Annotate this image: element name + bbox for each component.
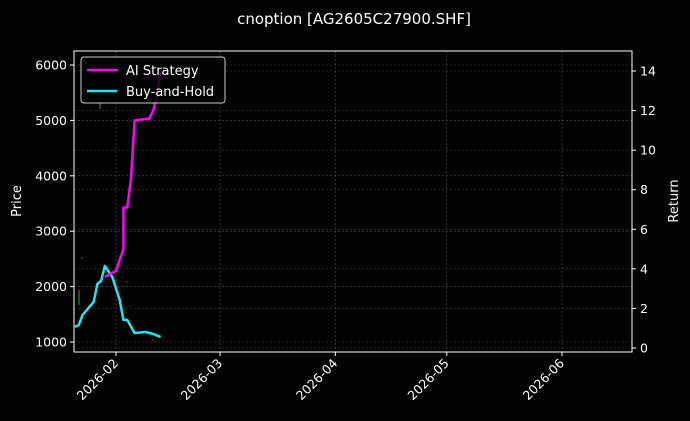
y-tick-label: 5000 [35, 113, 67, 128]
y2-tick-label: 6 [640, 222, 648, 237]
y2-tick-label: 14 [640, 64, 656, 79]
legend-label-ai-strategy: AI Strategy [126, 64, 199, 79]
y2-tick-label: 4 [640, 261, 648, 276]
y-tick-label: 1000 [35, 335, 67, 350]
plot-frame [73, 50, 633, 353]
price-candles [78, 103, 154, 341]
series-buy-and-hold [74, 264, 162, 339]
y-tick-label: 6000 [35, 58, 67, 73]
x-tick-label: 2026-02 [74, 356, 122, 404]
y-tick-label: 4000 [35, 168, 67, 183]
grid-lines [74, 51, 632, 352]
price-axis: 1000 2000 3000 4000 5000 6000 [35, 58, 74, 350]
y2-tick-label: 12 [640, 103, 656, 118]
chart-title: cnoption [AG2605C27900.SHF] [237, 10, 471, 28]
y-axis-label: Price [10, 185, 25, 217]
x-tick-label: 2026-06 [520, 355, 568, 403]
y2-tick-label: 2 [640, 301, 648, 316]
legend-label-buy-and-hold: Buy-and-Hold [126, 85, 214, 100]
legend: AI Strategy Buy-and-Hold [80, 56, 226, 104]
return-axis: 0 2 4 6 8 10 12 14 [632, 64, 656, 356]
y2-tick-label: 10 [640, 143, 656, 158]
y-tick-label: 2000 [35, 279, 67, 294]
x-tick-label: 2026-04 [293, 355, 341, 403]
series-ai-strategy [104, 70, 162, 278]
x-tick-label: 2026-03 [178, 356, 226, 404]
y2-tick-label: 8 [640, 182, 648, 197]
x-tick-label: 2026-05 [404, 356, 452, 404]
y-tick-label: 3000 [35, 224, 67, 239]
y2-axis-label: Return [667, 179, 682, 222]
y2-tick-label: 0 [640, 341, 648, 356]
date-axis: 2026-02 2026-03 2026-04 2026-05 2026-06 [74, 352, 568, 404]
series-lines [74, 70, 162, 339]
